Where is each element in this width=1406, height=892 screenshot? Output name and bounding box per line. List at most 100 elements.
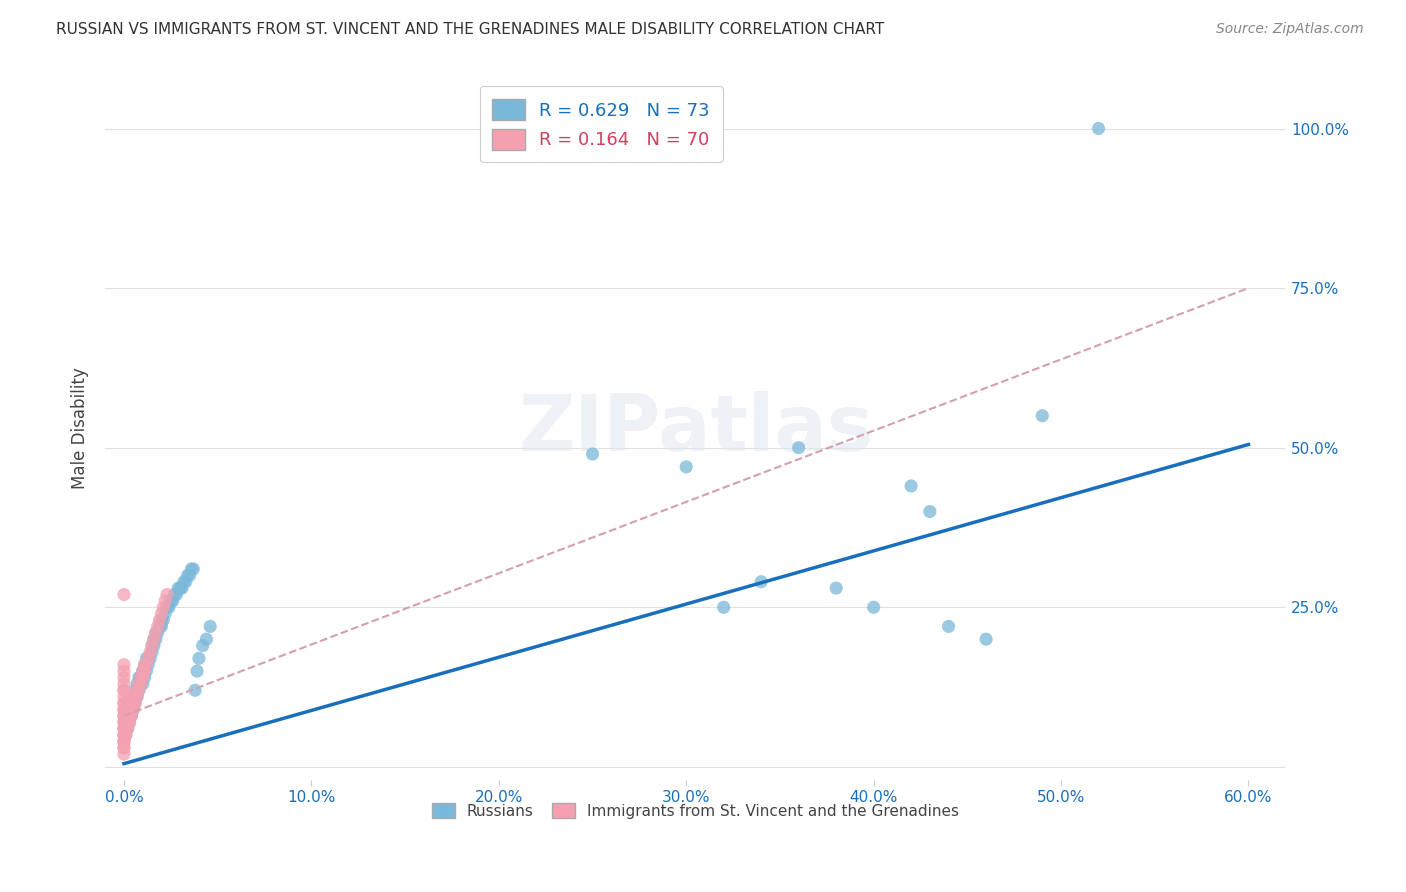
Legend: Russians, Immigrants from St. Vincent and the Grenadines: Russians, Immigrants from St. Vincent an… [426, 797, 966, 824]
Point [150, 619, 173, 633]
Point [122, 702, 145, 716]
Point [191, 639, 214, 653]
Point [135, 657, 157, 672]
Point [167, 581, 190, 595]
Point [112, 683, 135, 698]
Point [112, 740, 135, 755]
Point [139, 645, 162, 659]
Point [148, 613, 170, 627]
Point [170, 581, 193, 595]
Point [124, 683, 146, 698]
Point [136, 651, 159, 665]
Point [146, 619, 169, 633]
Point [114, 708, 136, 723]
Point [159, 594, 181, 608]
Point [131, 670, 153, 684]
Point [713, 600, 735, 615]
Point [112, 708, 135, 723]
Point [146, 625, 169, 640]
Point [114, 702, 136, 716]
Point [118, 702, 141, 716]
Point [186, 664, 208, 678]
Point [787, 441, 810, 455]
Point [117, 708, 139, 723]
Point [1087, 121, 1109, 136]
Point [112, 747, 135, 761]
Point [118, 702, 141, 716]
Point [141, 639, 163, 653]
Point [174, 574, 197, 589]
Point [134, 657, 156, 672]
Point [900, 479, 922, 493]
Point [150, 607, 173, 621]
Point [117, 715, 139, 730]
Point [112, 728, 135, 742]
Point [134, 670, 156, 684]
Point [122, 702, 145, 716]
Point [124, 690, 146, 704]
Point [141, 639, 163, 653]
Point [974, 632, 997, 647]
Point [176, 568, 198, 582]
Point [112, 696, 135, 710]
Point [112, 696, 135, 710]
Point [142, 632, 165, 647]
Point [134, 664, 156, 678]
Point [128, 670, 150, 684]
Point [179, 568, 201, 582]
Point [114, 722, 136, 736]
Point [120, 696, 142, 710]
Point [156, 587, 179, 601]
Point [181, 562, 204, 576]
Point [112, 734, 135, 748]
Point [122, 696, 145, 710]
Point [153, 607, 176, 621]
Point [120, 702, 142, 716]
Point [153, 594, 176, 608]
Point [129, 677, 152, 691]
Point [125, 683, 148, 698]
Point [131, 664, 153, 678]
Point [124, 696, 146, 710]
Point [131, 664, 153, 678]
Point [180, 562, 202, 576]
Point [129, 670, 152, 684]
Point [128, 683, 150, 698]
Point [120, 696, 142, 710]
Point [145, 632, 167, 647]
Point [114, 715, 136, 730]
Point [187, 651, 209, 665]
Point [112, 715, 135, 730]
Point [135, 651, 157, 665]
Point [118, 708, 141, 723]
Point [152, 600, 174, 615]
Point [173, 574, 195, 589]
Point [112, 734, 135, 748]
Point [918, 504, 941, 518]
Point [120, 708, 142, 723]
Point [169, 581, 191, 595]
Point [114, 728, 136, 742]
Point [117, 702, 139, 716]
Point [136, 651, 159, 665]
Point [112, 702, 135, 716]
Point [141, 645, 163, 659]
Point [125, 690, 148, 704]
Point [117, 722, 139, 736]
Text: Source: ZipAtlas.com: Source: ZipAtlas.com [1216, 22, 1364, 37]
Point [112, 587, 135, 601]
Point [675, 459, 697, 474]
Point [195, 632, 218, 647]
Point [122, 690, 145, 704]
Point [129, 670, 152, 684]
Point [120, 708, 142, 723]
Point [112, 728, 135, 742]
Point [125, 690, 148, 704]
Point [136, 657, 159, 672]
Point [184, 683, 207, 698]
Point [112, 702, 135, 716]
Point [152, 613, 174, 627]
Point [112, 670, 135, 684]
Point [117, 722, 139, 736]
Point [112, 722, 135, 736]
